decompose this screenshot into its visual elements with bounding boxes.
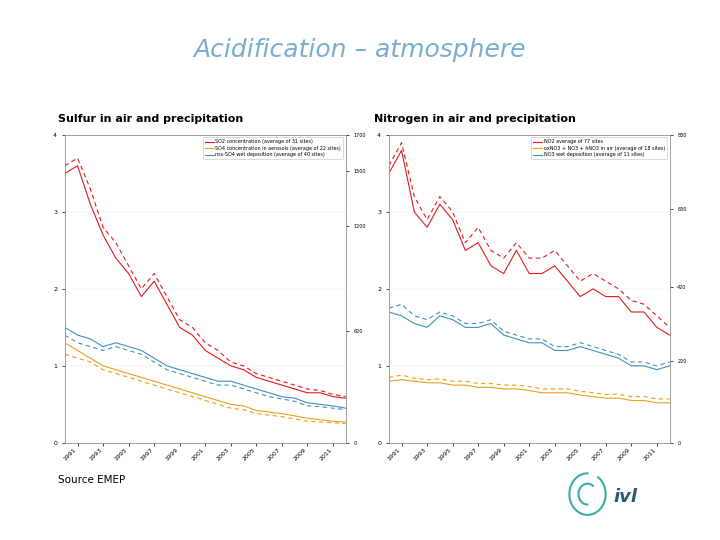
Text: ivl: ivl (613, 488, 637, 506)
Text: Nitrogen in air and precipitation: Nitrogen in air and precipitation (374, 114, 576, 124)
Legend: SO2 concentration (average of 31 sites), SO4 concentration in aerosols (average : SO2 concentration (average of 31 sites),… (203, 138, 343, 159)
Text: Source EMEP: Source EMEP (58, 475, 125, 485)
Text: Sulfur in air and precipitation: Sulfur in air and precipitation (58, 114, 243, 124)
Text: Acidification – atmosphere: Acidification – atmosphere (194, 38, 526, 62)
Legend: NO2 average of 77 sites, oxNO3 + NO3 + hNO3 in air (average of 18 sites), NO3 we: NO2 average of 77 sites, oxNO3 + NO3 + h… (531, 138, 667, 159)
